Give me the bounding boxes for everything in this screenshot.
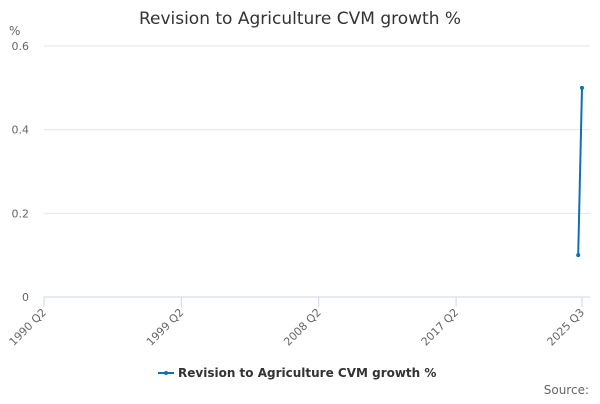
y-tick-label: 0.4 (12, 124, 30, 137)
legend-label: Revision to Agriculture CVM growth % (178, 366, 436, 380)
x-tick-label: 2025 Q3 (545, 306, 588, 349)
x-tick-label: 2008 Q2 (281, 306, 324, 349)
y-tick-label: 0 (22, 291, 29, 304)
y-tick-label: 0.2 (12, 207, 30, 220)
x-tick-label: 1999 Q2 (144, 306, 187, 349)
source: Source: (544, 383, 589, 397)
legend-marker (164, 371, 168, 375)
data-point (580, 85, 584, 90)
series-line (577, 87, 583, 256)
x-tick-label: 1990 Q2 (7, 306, 50, 349)
chart-title: Revision to Agriculture CVM growth % (139, 9, 461, 29)
x-tick-label: 2017 Q2 (419, 306, 462, 349)
data-point (576, 253, 581, 258)
y-tick-label: 0.6 (12, 40, 30, 53)
y-axis-label: % (9, 24, 20, 38)
